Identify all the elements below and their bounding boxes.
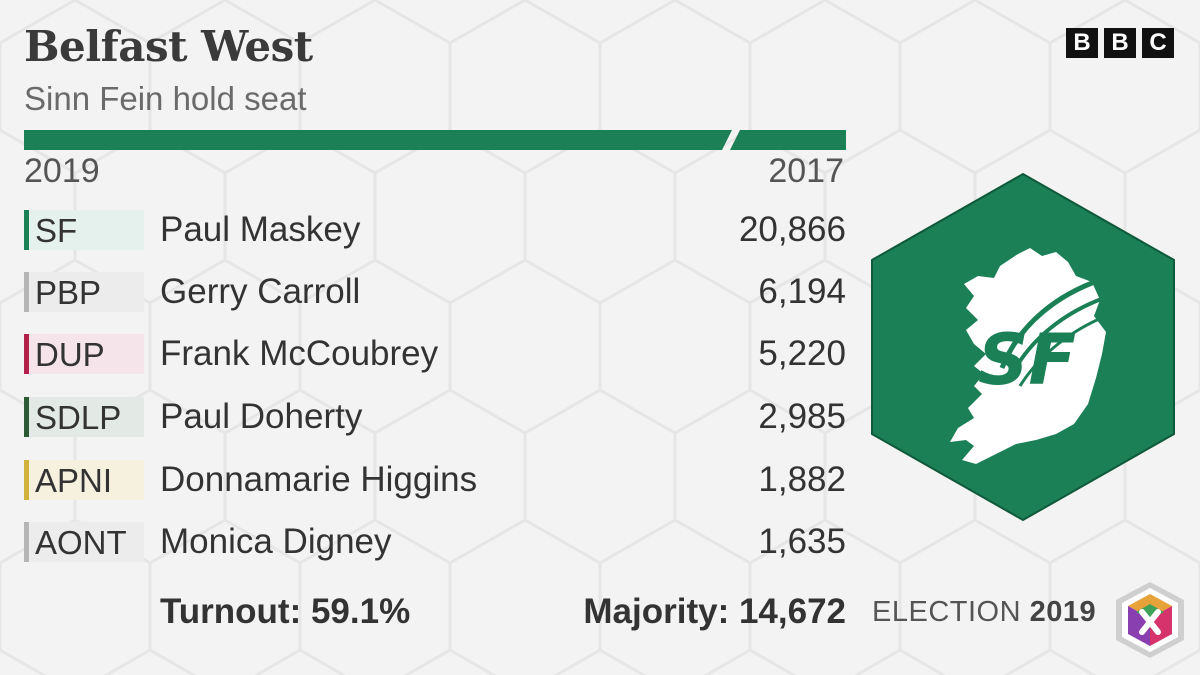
- party-badge: APNI: [24, 460, 144, 500]
- party-abbreviation: AONT: [35, 524, 127, 561]
- vote-count: 20,866: [738, 210, 846, 249]
- winner-colour-bar: [24, 130, 846, 150]
- candidate-name: Monica Digney: [160, 522, 392, 561]
- result-row: SF Paul Maskey 20,866: [24, 206, 846, 250]
- party-colour-strip: [24, 460, 29, 500]
- result-row: PBP Gerry Carroll 6,194: [24, 268, 846, 312]
- result-row: DUP Frank McCoubrey 5,220: [24, 330, 846, 374]
- majority-label: Majority: 14,672: [583, 592, 846, 631]
- turnout-label: Turnout: 59.1%: [160, 592, 411, 631]
- election-cube-icon: [1116, 582, 1184, 658]
- election-label-prefix: ELECTION: [872, 596, 1022, 628]
- vote-count: 2,985: [758, 397, 846, 436]
- party-badge: AONT: [24, 522, 144, 562]
- vote-count: 5,220: [758, 334, 846, 373]
- party-abbreviation: PBP: [35, 274, 102, 311]
- result-row: AONT Monica Digney 1,635: [24, 518, 846, 562]
- result-row: APNI Donnamarie Higgins 1,882: [24, 456, 846, 500]
- party-abbreviation: SDLP: [35, 399, 122, 436]
- vote-count: 6,194: [758, 272, 846, 311]
- party-badge: DUP: [24, 334, 144, 374]
- party-colour-strip: [24, 334, 29, 374]
- bbc-logo-letter: B: [1066, 28, 1098, 58]
- sinn-fein-ireland-logo-icon: SF: [871, 172, 1175, 522]
- candidate-name: Gerry Carroll: [160, 272, 361, 311]
- result-subtitle: Sinn Fein hold seat: [24, 80, 307, 117]
- election-label-year: 2019: [1029, 596, 1097, 628]
- party-badge: SF: [24, 210, 144, 250]
- bbc-logo-letter: C: [1142, 28, 1174, 58]
- vote-count: 1,882: [758, 460, 846, 499]
- candidate-name: Donnamarie Higgins: [160, 460, 478, 499]
- bbc-logo: B B C: [1066, 28, 1174, 58]
- party-abbreviation: DUP: [35, 336, 105, 373]
- party-colour-strip: [24, 272, 29, 312]
- candidate-name: Paul Maskey: [160, 210, 361, 249]
- party-colour-strip: [24, 397, 29, 437]
- year-current: 2019: [24, 152, 100, 190]
- sinn-fein-logo-text: SF: [978, 319, 1076, 401]
- party-abbreviation: SF: [35, 212, 78, 249]
- party-badge: PBP: [24, 272, 144, 312]
- party-abbreviation: APNI: [35, 462, 113, 499]
- bbc-logo-letter: B: [1104, 28, 1136, 58]
- candidate-name: Frank McCoubrey: [160, 334, 439, 373]
- vote-count: 1,635: [758, 522, 846, 561]
- result-row: SDLP Paul Doherty 2,985: [24, 393, 846, 437]
- constituency-title: Belfast West: [24, 22, 313, 71]
- election-2019-label: ELECTION 2019: [872, 596, 1096, 629]
- year-previous: 2017: [768, 152, 844, 190]
- party-colour-strip: [24, 210, 29, 250]
- party-colour-strip: [24, 522, 29, 562]
- party-badge: SDLP: [24, 397, 144, 437]
- candidate-name: Paul Doherty: [160, 397, 363, 436]
